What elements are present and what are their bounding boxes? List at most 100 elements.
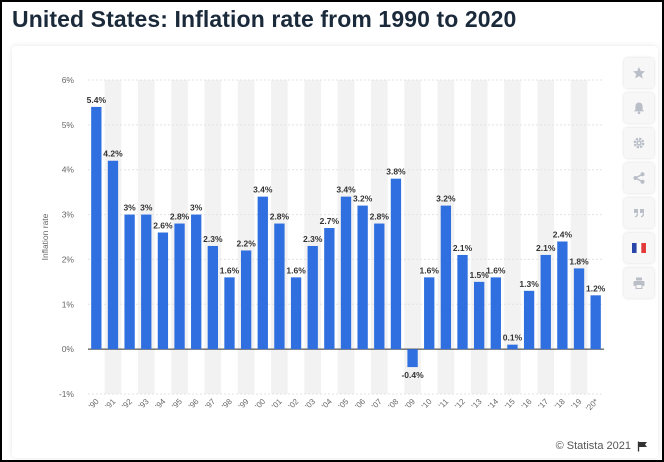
x-tick-label: '04 — [320, 397, 334, 411]
x-tick-label: '10 — [420, 397, 434, 411]
bell-icon — [632, 101, 646, 115]
data-label: 2.8% — [370, 212, 390, 222]
bar — [424, 277, 434, 349]
y-tick-label: 6% — [62, 75, 75, 85]
data-label: 2.7% — [320, 216, 340, 226]
x-tick-label: '17 — [536, 397, 550, 411]
bar — [524, 291, 534, 349]
bar — [474, 282, 484, 349]
data-label: 2.3% — [203, 234, 223, 244]
bar — [341, 197, 351, 350]
data-label: -0.4% — [401, 370, 424, 380]
x-tick-label: '00 — [253, 397, 267, 411]
x-tick-label: '09 — [403, 397, 417, 411]
x-tick-label: '96 — [187, 397, 201, 411]
data-label: 3% — [190, 203, 203, 213]
bar — [108, 161, 118, 349]
data-label: 3% — [123, 203, 136, 213]
gear-icon — [632, 136, 646, 150]
bar — [324, 228, 334, 349]
bar — [574, 268, 584, 349]
data-label: 5.4% — [87, 95, 107, 105]
bar — [457, 255, 467, 349]
y-tick-label: 1% — [62, 299, 75, 309]
y-tick-label: -1% — [59, 389, 75, 399]
language-button[interactable] — [624, 233, 654, 263]
x-tick-label: '08 — [387, 397, 401, 411]
flag-icon — [632, 243, 646, 253]
bar — [208, 246, 218, 349]
data-label: 2.8% — [170, 212, 190, 222]
bar — [141, 215, 151, 350]
bar — [374, 224, 384, 350]
data-label: 1.2% — [586, 283, 606, 293]
x-tick-label: '12 — [453, 397, 467, 411]
x-tick-label: '98 — [220, 397, 234, 411]
settings-button[interactable] — [624, 128, 654, 158]
footer: © Statista 2021 — [556, 440, 648, 452]
bar — [274, 224, 284, 350]
chart-frame: United States: Inflation rate from 1990 … — [0, 0, 664, 462]
x-tick-label: '05 — [337, 397, 351, 411]
bar — [258, 197, 268, 350]
bar-chart: 6% 5% 4% 3% 2% 1% 0% -1% Inflation rate 5.4% '90 4.… — [12, 46, 658, 458]
data-label: 3.2% — [436, 194, 456, 204]
x-tick-label: '16 — [520, 397, 534, 411]
copyright-text: © Statista 2021 — [556, 440, 631, 452]
notification-button[interactable] — [624, 93, 654, 123]
x-tick-label: '91 — [104, 397, 118, 411]
x-tick-label: '06 — [353, 397, 367, 411]
y-tick-label: 0% — [62, 344, 75, 354]
bar — [241, 250, 251, 349]
share-icon — [632, 171, 646, 185]
cite-button[interactable] — [624, 198, 654, 228]
bar — [124, 215, 134, 350]
report-flag-icon[interactable] — [637, 441, 648, 452]
share-button[interactable] — [624, 163, 654, 193]
data-label: 3% — [140, 203, 153, 213]
x-tick-label: '90 — [87, 397, 101, 411]
x-tick-label: '97 — [204, 397, 218, 411]
x-tick-label: '13 — [470, 397, 484, 411]
bar — [191, 215, 201, 350]
page-title: United States: Inflation rate from 1990 … — [12, 6, 516, 33]
x-tick-label: '95 — [170, 397, 184, 411]
x-tick-label: '19 — [570, 397, 584, 411]
bar — [91, 107, 101, 349]
x-tick-label: '01 — [270, 397, 284, 411]
y-tick-label: 5% — [62, 120, 75, 130]
bar — [441, 206, 451, 350]
bar — [591, 295, 601, 349]
data-label: 2.3% — [303, 234, 323, 244]
x-tick-label: '20* — [584, 397, 600, 413]
bar — [291, 277, 301, 349]
data-label: 2.2% — [236, 238, 256, 248]
bar — [407, 349, 417, 367]
bar — [507, 345, 517, 349]
x-tick-label: '99 — [237, 397, 251, 411]
data-label: 2.1% — [536, 243, 556, 253]
print-button[interactable] — [624, 268, 654, 298]
bar — [308, 246, 318, 349]
chart-toolbar — [624, 58, 656, 303]
x-tick-label: '93 — [137, 397, 151, 411]
quote-icon — [632, 206, 646, 220]
x-tick-label: '92 — [120, 397, 134, 411]
favorite-button[interactable] — [624, 58, 654, 88]
data-label: 1.6% — [286, 265, 306, 275]
x-tick-label: '11 — [437, 397, 451, 411]
x-tick-label: '18 — [553, 397, 567, 411]
y-tick-label: 3% — [62, 210, 75, 220]
x-tick-label: '15 — [503, 397, 517, 411]
data-label: 2.4% — [553, 229, 573, 239]
chart-card: 6% 5% 4% 3% 2% 1% 0% -1% Inflation rate 5.4% '90 4.… — [12, 46, 658, 458]
column-band — [404, 80, 421, 394]
data-label: 1.6% — [420, 265, 440, 275]
x-tick-label: '07 — [370, 397, 384, 411]
data-label: 3.8% — [386, 167, 406, 177]
data-label: 1.8% — [569, 256, 589, 266]
data-label: 2.1% — [453, 243, 473, 253]
bar — [491, 277, 501, 349]
y-tick-label: 2% — [62, 254, 75, 264]
data-label: 1.6% — [486, 265, 506, 275]
